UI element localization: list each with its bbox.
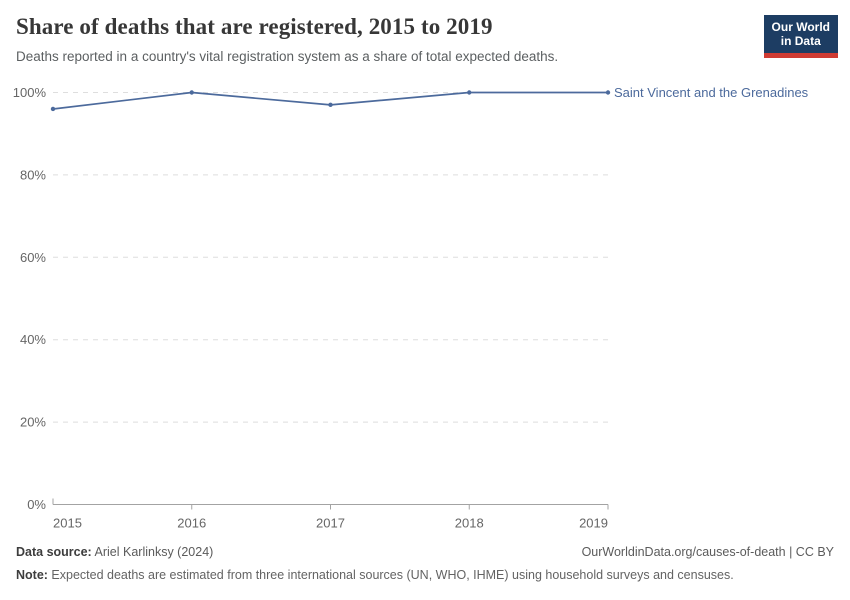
data-source-label: Data source:	[16, 545, 92, 559]
x-tick-label: 2015	[53, 516, 82, 531]
y-tick-label: 60%	[20, 250, 46, 265]
owid-logo-line1: Our World	[771, 20, 830, 34]
y-tick-label: 80%	[20, 167, 46, 182]
y-tick-label: 0%	[27, 497, 46, 512]
data-point[interactable]	[328, 102, 333, 108]
chart-title: Share of deaths that are registered, 201…	[16, 14, 493, 39]
chart-footer: Data source: Ariel Karlinksy (2024) OurW…	[16, 545, 834, 582]
footer-link[interactable]: OurWorldinData.org/causes-of-death | CC …	[581, 545, 834, 559]
y-tick-label: 20%	[20, 415, 46, 430]
owid-logo-line2: in Data	[780, 34, 821, 49]
chart-subtitle: Deaths reported in a country's vital reg…	[16, 49, 559, 64]
y-tick-label: 100%	[13, 85, 47, 100]
footer-note-value: Expected deaths are estimated from three…	[47, 568, 734, 582]
chart-header: Share of deaths that are registered, 201…	[16, 14, 838, 64]
data-source: Data source: Ariel Karlinksy (2024)	[16, 545, 213, 559]
x-tick-label: 2018	[455, 516, 484, 531]
series-label: Saint Vincent and the Grenadines	[614, 85, 809, 100]
data-source-value: Ariel Karlinksy (2024)	[91, 545, 214, 559]
data-point[interactable]	[50, 106, 56, 112]
data-point[interactable]	[189, 90, 194, 95]
x-tick-label: 2019	[579, 516, 608, 531]
x-tick-label: 2017	[316, 516, 345, 531]
line-chart-canvas[interactable]: 0% 20% 40% 60% 80% 100% 2015 2016 2017 2018 2019 Sa…	[0, 80, 850, 540]
line-chart[interactable]: 0% 20% 40% 60% 80% 100% 2015 2016 2017 2018 2019 Sa…	[0, 80, 850, 540]
data-point[interactable]	[605, 90, 611, 95]
x-tick-label: 2016	[177, 516, 206, 531]
owid-logo: Our World in Data	[763, 15, 838, 58]
footer-note-label: Note:	[16, 568, 48, 582]
data-point[interactable]	[467, 90, 472, 95]
footer-note: Note: Expected deaths are estimated from…	[16, 568, 834, 582]
y-tick-label: 40%	[20, 332, 46, 347]
